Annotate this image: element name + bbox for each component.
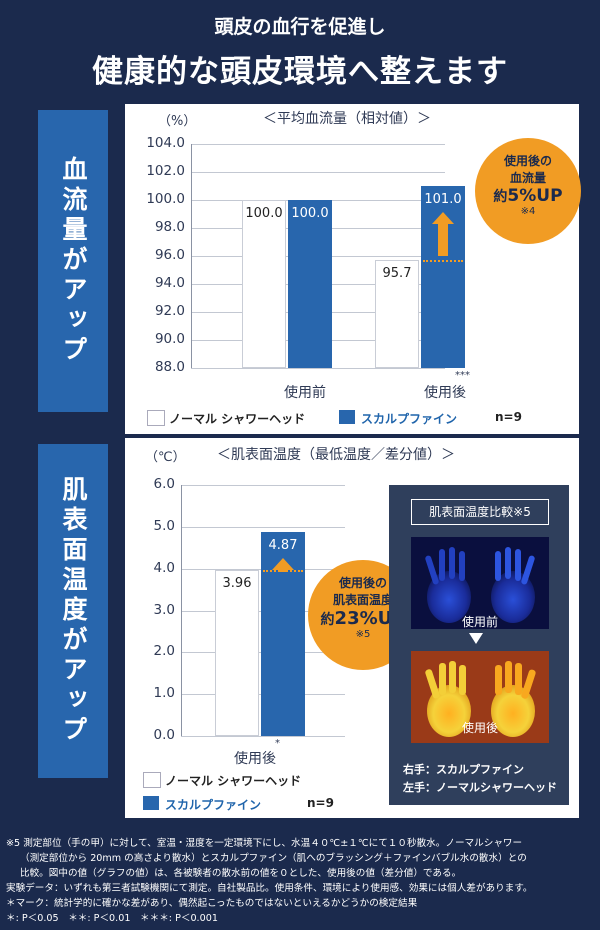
skin-temp-unit: （℃） <box>145 450 186 465</box>
up-arrow-icon <box>438 222 448 257</box>
callout2-prefix: 約 <box>320 612 335 628</box>
callout1-note: ※4 <box>520 206 536 217</box>
y-tick-label: 88.0 <box>154 359 185 375</box>
y-tick-label: 6.0 <box>153 476 175 492</box>
bar-value-label: 4.87 <box>268 538 298 554</box>
left-hand-label: 左手：ノーマルシャワーヘッド <box>403 781 557 794</box>
blood-flow-heading: 血流量がアップ <box>59 156 88 366</box>
x-label-before: 使用前 <box>284 385 326 401</box>
legend2-normal: ノーマル シャワーヘッド <box>165 774 302 788</box>
bar <box>288 200 332 368</box>
baseline-marker <box>423 260 463 263</box>
bar <box>242 200 286 368</box>
skin-temp-heading: 肌表面温度がアップ <box>59 476 88 746</box>
thermography-title: 肌表面温度比較※5 <box>411 499 549 525</box>
thermo-after-label: 使用後 <box>461 721 498 735</box>
gridline <box>191 172 445 173</box>
callout1-value: 5%UP <box>507 186 563 206</box>
footnote-line: 実験データ：いずれも第三者試験機関にて測定。自社製品比。使用条件、環境により使用… <box>6 883 533 894</box>
legend-n: n=9 <box>495 410 522 424</box>
y-tick-label: 94.0 <box>154 275 185 291</box>
callout2-line2: 肌表面温度 <box>332 593 393 607</box>
footnote-line: ＊マーク：統計学的に確かな差があり、偶然起こったものではないといえるかどうかの検… <box>6 898 418 909</box>
thermography-panel: 肌表面温度比較※5 使用前 <box>389 485 569 805</box>
significance-mark-2: * <box>275 738 280 749</box>
bar <box>375 260 419 368</box>
section-label-blood-flow: 血流量がアップ <box>38 110 108 412</box>
blood-flow-chart-title: ＜平均血流量（相対値）＞ <box>263 111 431 127</box>
significance-mark: *** <box>455 370 470 381</box>
y-tick-label: 4.0 <box>153 559 175 576</box>
legend-scalp: スカルプファイン <box>361 412 458 426</box>
y-tick-label: 90.0 <box>154 331 185 347</box>
legend2-swatch-scalp <box>143 796 159 810</box>
y-tick-label: 100.0 <box>146 191 185 207</box>
x-label-after-2: 使用後 <box>234 751 276 767</box>
bar-value-label: 3.96 <box>222 576 252 592</box>
bar-value-label: 100.0 <box>291 206 329 221</box>
callout2-value: 23%UP <box>334 608 406 629</box>
y-tick-label: 5.0 <box>153 517 175 534</box>
y-tick-label: 92.0 <box>154 303 185 319</box>
legend2-n: n=9 <box>307 796 334 810</box>
callout1-line2: 血流量 <box>509 171 546 185</box>
y-tick-label: 1.0 <box>153 685 175 702</box>
footnotes: ※5 測定部位（手の甲）に対して、室温・湿度を一定環境下にし、水温４０℃±１℃に… <box>6 836 596 926</box>
gridline <box>181 526 345 528</box>
y-tick-label: 104.0 <box>146 135 185 151</box>
footnote-line: （測定部位から 20mm の高さより散水）とスカルプファイン（肌へのブラッシング… <box>20 853 527 864</box>
header-subtitle: 頭皮の血行を促進し <box>214 16 386 38</box>
callout1-line1: 使用後の <box>503 154 552 168</box>
callout2-line1: 使用後の <box>338 576 387 590</box>
y-tick-label: 3.0 <box>153 601 175 618</box>
bar <box>215 570 259 736</box>
gridline <box>191 144 445 145</box>
thermo-before-label: 使用前 <box>461 615 498 629</box>
right-hand-label: 右手：スカルプファイン <box>403 763 524 776</box>
legend-swatch-scalp <box>339 410 355 424</box>
hands-warm-image <box>411 651 549 743</box>
y-tick-label: 2.0 <box>153 643 175 660</box>
gridline <box>181 485 345 486</box>
footnote-line: ※5 測定部位（手の甲）に対して、室温・湿度を一定環境下にし、水温４０℃±１℃に… <box>6 838 523 849</box>
skin-temp-chart-title: ＜肌表面温度（最低温度／差分値）＞ <box>217 447 455 463</box>
bar-value-label: 95.7 <box>382 266 412 282</box>
footnote-line: ＊: P＜0.05 ＊＊: P＜0.01 ＊＊＊: P＜0.001 <box>6 913 218 924</box>
callout1-prefix: 約 <box>493 189 508 205</box>
thermo-image-after: 使用後 <box>411 651 549 743</box>
section-label-skin-temp: 肌表面温度がアップ <box>38 444 108 778</box>
y-axis-line <box>181 485 182 736</box>
y-tick-label: 0.0 <box>153 727 175 743</box>
blood-flow-unit: （%） <box>158 114 197 129</box>
thermo-image-before: 使用前 <box>411 537 549 629</box>
bar-value-label: 101.0 <box>424 192 462 207</box>
legend2-swatch-normal <box>143 772 161 788</box>
legend-swatch-normal <box>147 410 165 426</box>
x-label-after: 使用後 <box>424 385 466 401</box>
blood-flow-callout: 使用後の 血流量 約5%UP ※4 <box>475 138 581 244</box>
hands-cold-image <box>411 537 549 629</box>
y-tick-label: 102.0 <box>146 163 185 179</box>
down-arrow-icon <box>469 633 483 644</box>
y-tick-label: 96.0 <box>154 247 185 263</box>
header-title: 健康的な頭皮環境へ整えます <box>92 54 508 90</box>
bar-value-label: 100.0 <box>245 206 283 221</box>
up-arrow-head-icon <box>432 212 454 224</box>
y-tick-label: 98.0 <box>154 219 185 235</box>
up-arrow-head-icon <box>272 558 294 571</box>
legend-normal: ノーマル シャワーヘッド <box>169 412 306 426</box>
legend2-scalp: スカルプファイン <box>165 798 262 812</box>
up-arrow-icon <box>278 568 288 573</box>
y-axis-line <box>191 144 192 368</box>
gridline <box>191 368 445 369</box>
gridline <box>181 736 345 737</box>
callout2-note: ※5 <box>355 629 371 640</box>
footnote-line: 比較。図中の値（グラフの値）は、各被験者の散水前の値を０とした、使用後の値（差分… <box>20 868 462 879</box>
